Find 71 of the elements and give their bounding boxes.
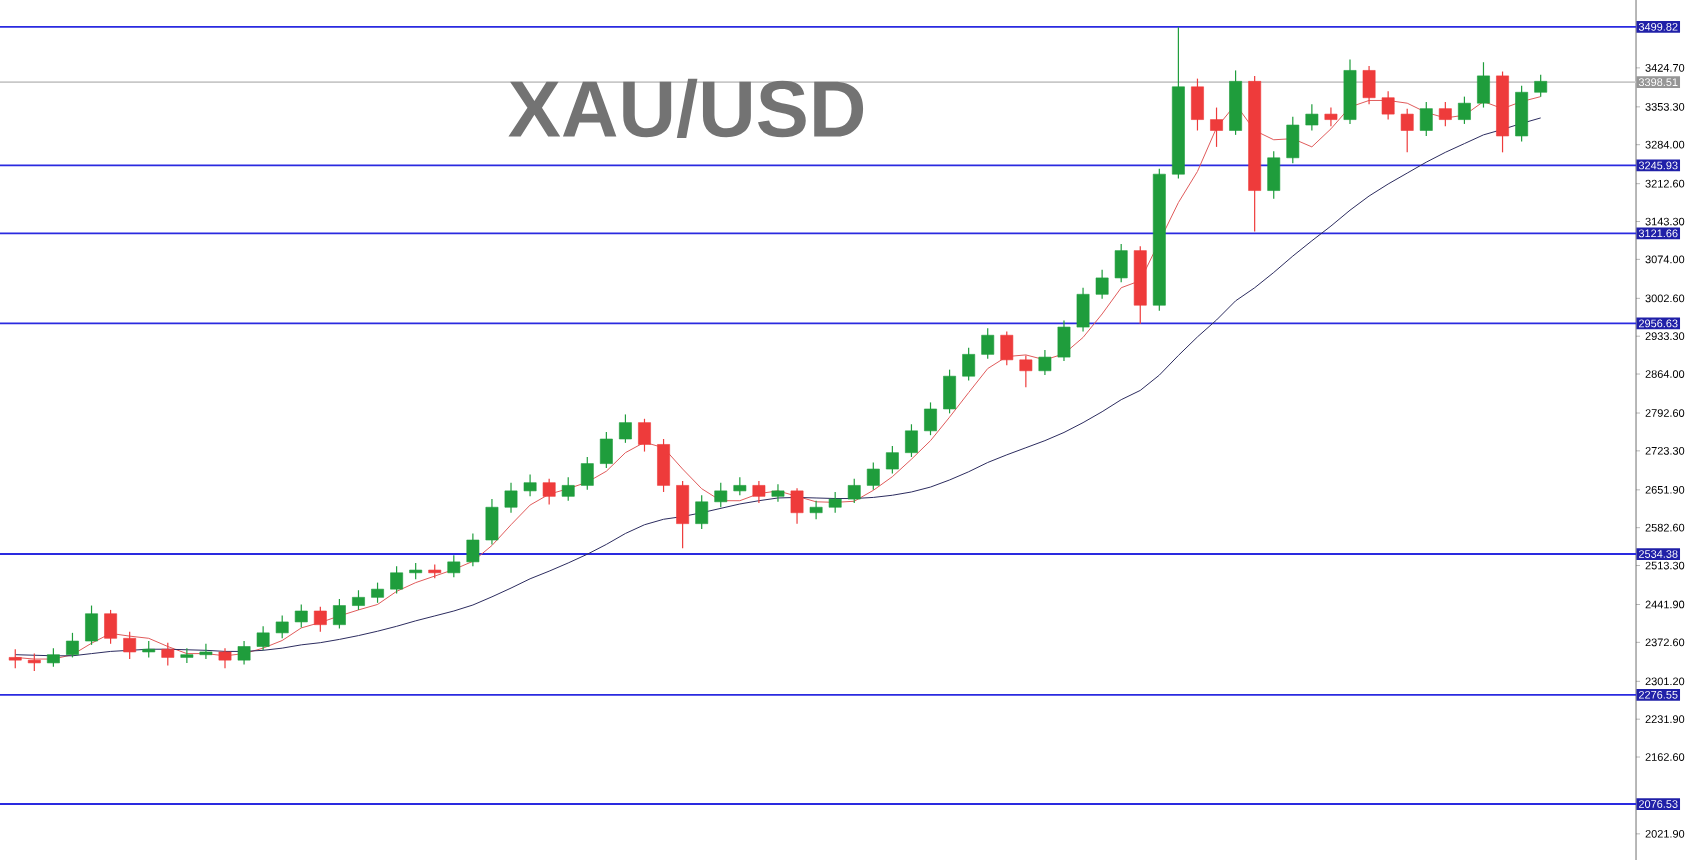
candlestick — [695, 494, 709, 530]
candlestick — [1057, 319, 1071, 362]
candlestick — [161, 642, 175, 667]
candlestick — [447, 554, 461, 578]
candlestick — [676, 480, 690, 549]
candlestick — [771, 483, 785, 503]
candlestick — [580, 456, 594, 491]
candlestick — [85, 604, 98, 646]
candlestick — [714, 482, 728, 508]
candlestick — [1324, 106, 1338, 127]
candlestick — [504, 482, 518, 514]
candlestick — [390, 565, 404, 595]
candlestick — [599, 431, 613, 469]
candlestick — [237, 640, 251, 666]
candlestick — [371, 582, 384, 604]
candlestick — [256, 625, 270, 651]
candlestick — [866, 461, 880, 491]
candlestick — [733, 476, 747, 496]
candlestick — [1362, 65, 1376, 105]
candlestick — [809, 500, 823, 520]
candlestick — [1267, 150, 1281, 200]
candlestick — [657, 438, 670, 493]
candlestick — [943, 369, 956, 414]
candlestick — [275, 614, 289, 639]
candlestick — [466, 532, 480, 567]
candlestick — [218, 647, 232, 669]
candlestick — [1305, 103, 1319, 132]
candlestick — [313, 606, 327, 633]
candlestick — [1534, 74, 1548, 98]
candlestick — [123, 631, 137, 660]
candlestick — [924, 401, 937, 436]
candlestick — [8, 648, 22, 669]
candlestick — [1381, 90, 1395, 121]
candlestick — [619, 413, 632, 444]
candlestick — [905, 423, 918, 458]
candlestick — [847, 478, 861, 504]
candlestick — [1076, 287, 1090, 333]
candlestick — [962, 347, 976, 382]
candlestick — [180, 647, 194, 664]
candlestick — [485, 498, 499, 545]
candlestick — [1191, 78, 1204, 132]
text: XAU/USD — [508, 78, 864, 139]
candlestick — [523, 473, 537, 497]
candlestick — [1419, 101, 1433, 137]
candlestick — [66, 632, 79, 659]
candlestick — [752, 480, 766, 504]
candlestick — [1019, 354, 1033, 388]
candlestick — [294, 603, 308, 628]
candlestick — [638, 418, 651, 453]
candlestick — [542, 478, 556, 506]
candlestick — [1114, 243, 1128, 283]
candlestick — [1286, 116, 1300, 164]
candlestick — [1038, 349, 1052, 376]
candlestick — [828, 491, 842, 514]
candlestick — [1515, 85, 1529, 143]
candlestick — [199, 643, 213, 660]
candlestick — [790, 487, 804, 525]
candlestick — [885, 445, 899, 475]
candlestick — [561, 476, 575, 502]
candlestick — [104, 609, 117, 645]
candlestick — [1095, 269, 1109, 300]
candlestick — [981, 327, 995, 360]
candlestick — [1400, 108, 1414, 153]
candlestick — [1210, 106, 1223, 148]
candlestick — [46, 647, 60, 668]
candlestick — [1438, 101, 1452, 127]
candlestick — [1477, 61, 1490, 109]
candlestick — [1000, 330, 1014, 366]
candlestick — [1458, 96, 1471, 125]
candlestick — [333, 598, 346, 630]
candlestick — [352, 589, 365, 611]
